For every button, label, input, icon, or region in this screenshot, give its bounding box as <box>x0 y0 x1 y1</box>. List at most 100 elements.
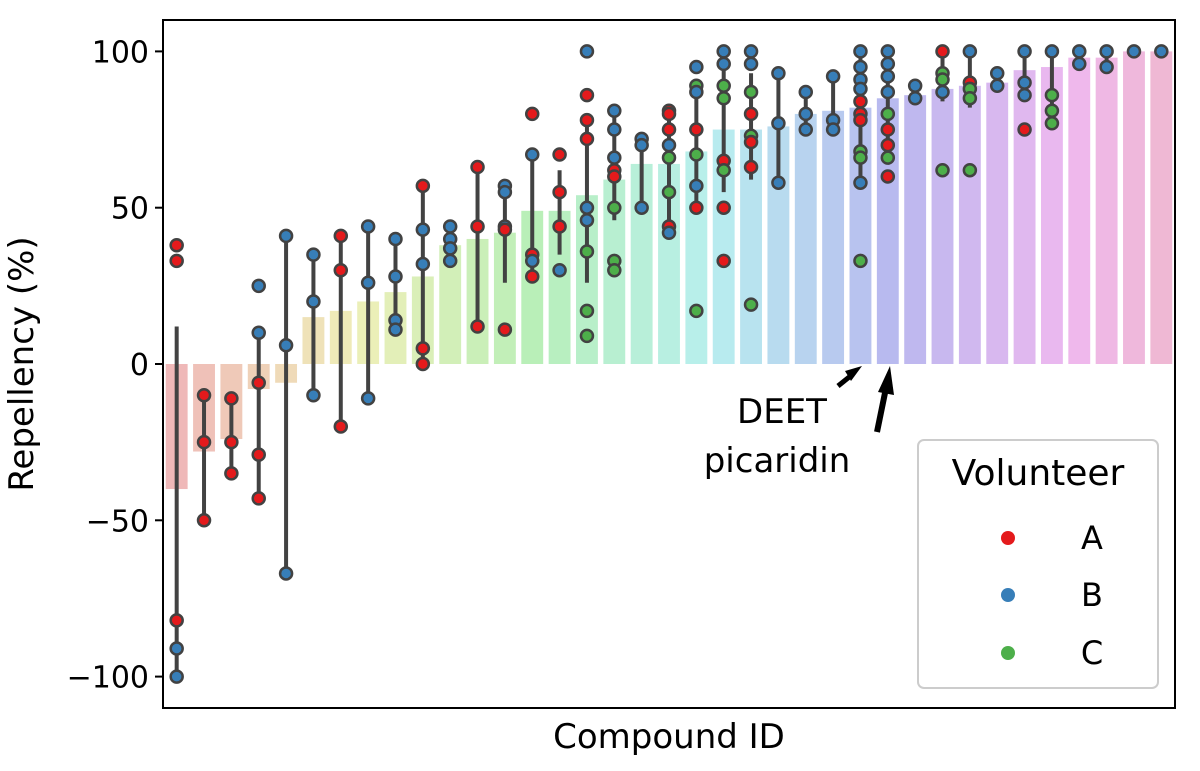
point-14-2 <box>552 219 567 234</box>
point-18-1 <box>661 106 677 122</box>
bar-35 <box>1123 51 1145 365</box>
point-30-0 <box>989 66 1005 81</box>
point-5-1 <box>306 294 321 309</box>
point-28-0 <box>935 44 950 59</box>
point-16-4 <box>607 169 622 184</box>
legend-entry-b: B <box>1001 576 1103 614</box>
point-17-2 <box>634 200 649 215</box>
point-0-0 <box>169 237 184 253</box>
point-14-3 <box>552 262 567 278</box>
point-20-2 <box>716 78 731 94</box>
point-20-3 <box>716 91 731 106</box>
point-26-4 <box>880 106 896 122</box>
point-32-3 <box>1044 116 1060 131</box>
point-1-1 <box>196 434 212 450</box>
point-12-4 <box>497 322 513 337</box>
point-22-2 <box>771 175 786 190</box>
point-16-2 <box>607 150 622 165</box>
point-9-1 <box>415 222 431 237</box>
point-28-2 <box>935 72 950 87</box>
point-25-8 <box>853 150 868 165</box>
point-15-4 <box>579 200 595 215</box>
point-19-3 <box>689 122 704 137</box>
y-axis: 100 50 0 −50 −100 <box>67 35 163 696</box>
point-11-2 <box>470 319 485 334</box>
point-23-1 <box>798 106 814 122</box>
point-32-0 <box>1044 44 1060 59</box>
point-16-1 <box>607 122 622 137</box>
point-26-3 <box>880 84 896 100</box>
point-16-5 <box>607 200 622 215</box>
point-2-2 <box>224 466 239 481</box>
point-3-3 <box>251 447 266 462</box>
point-16-7 <box>607 262 622 278</box>
bar-25 <box>849 107 872 365</box>
point-26-2 <box>880 69 896 84</box>
bar-33 <box>1068 57 1091 365</box>
bar-20 <box>712 129 735 364</box>
point-8-0 <box>388 231 403 247</box>
bar-29 <box>958 85 981 364</box>
y-tick-label-0: 100 <box>92 35 149 70</box>
bar-30 <box>986 82 1009 364</box>
point-15-5 <box>579 212 595 228</box>
point-9-0 <box>415 178 431 194</box>
point-14-0 <box>552 147 567 162</box>
bar-31 <box>1013 70 1036 364</box>
point-6-2 <box>333 419 349 434</box>
points-layer <box>169 44 1169 684</box>
point-24-0 <box>825 69 841 84</box>
point-7-2 <box>360 391 376 406</box>
bar-26 <box>876 98 899 364</box>
point-20-0 <box>716 44 731 59</box>
point-15-8 <box>579 328 595 344</box>
point-15-1 <box>579 87 595 103</box>
point-18-3 <box>661 137 677 153</box>
point-13-4 <box>524 269 540 284</box>
legend-box <box>917 439 1159 689</box>
point-15-2 <box>579 112 595 128</box>
point-12-3 <box>497 222 513 237</box>
point-9-2 <box>415 256 431 272</box>
point-0-2 <box>169 613 184 628</box>
point-17-1 <box>634 137 649 153</box>
annotation-picaridin: picaridin <box>704 366 894 481</box>
bar-24 <box>822 110 845 364</box>
point-31-2 <box>1017 87 1032 103</box>
bar-14 <box>548 210 571 364</box>
picaridin-arrow-head <box>878 366 894 395</box>
point-28-4 <box>935 162 950 178</box>
point-4-0 <box>278 228 294 244</box>
point-26-6 <box>880 137 896 153</box>
legend-label-b: B <box>1081 576 1103 614</box>
legend-entry-a: A <box>1001 519 1103 557</box>
point-10-3 <box>442 253 458 269</box>
point-25-1 <box>853 59 868 75</box>
point-3-2 <box>251 375 266 391</box>
point-14-1 <box>552 184 567 200</box>
point-35-0 <box>1126 44 1142 59</box>
point-3-0 <box>251 278 266 294</box>
legend-label-a: A <box>1081 519 1103 557</box>
point-1-0 <box>196 388 212 403</box>
legend: Volunteer A B C <box>917 439 1159 689</box>
point-9-3 <box>415 341 431 356</box>
bar-27 <box>904 95 927 364</box>
point-25-4 <box>853 94 868 109</box>
point-34-0 <box>1099 44 1114 59</box>
point-5-2 <box>306 388 321 403</box>
point-1-2 <box>196 513 212 528</box>
point-4-2 <box>278 566 294 581</box>
point-21-0 <box>743 44 759 59</box>
legend-marker-a <box>1001 531 1015 545</box>
legend-title: Volunteer <box>952 453 1125 494</box>
deet-arrow-head <box>845 366 862 381</box>
point-20-6 <box>716 200 731 215</box>
point-26-5 <box>880 122 896 137</box>
point-32-1 <box>1044 87 1060 103</box>
point-27-1 <box>907 91 923 106</box>
point-4-1 <box>278 337 294 353</box>
point-16-0 <box>607 103 622 119</box>
point-5-0 <box>306 247 321 262</box>
point-8-3 <box>388 322 403 337</box>
